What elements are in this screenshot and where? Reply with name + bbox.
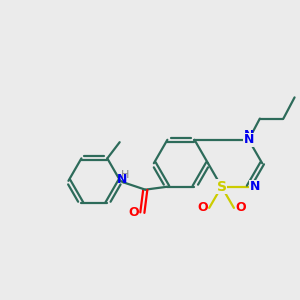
Text: O: O bbox=[197, 201, 208, 214]
Text: S: S bbox=[217, 178, 226, 192]
Text: N: N bbox=[244, 133, 254, 146]
Text: S: S bbox=[217, 180, 226, 194]
Text: H: H bbox=[122, 170, 130, 180]
Text: N: N bbox=[116, 173, 127, 186]
Text: N: N bbox=[250, 180, 260, 193]
Text: N: N bbox=[250, 180, 260, 193]
Text: O: O bbox=[235, 201, 246, 214]
Text: N: N bbox=[244, 129, 254, 142]
Text: O: O bbox=[129, 206, 140, 219]
